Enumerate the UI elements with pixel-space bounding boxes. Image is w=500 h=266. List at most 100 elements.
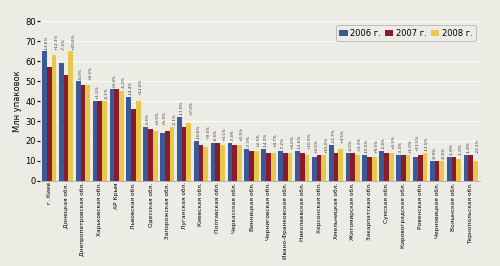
Text: +0.5%: +0.5%: [88, 66, 92, 80]
Bar: [262, 149, 266, 181]
Bar: [334, 153, 338, 181]
Bar: [355, 155, 360, 181]
Text: -7.4%: -7.4%: [230, 130, 234, 142]
Text: -6.2%: -6.2%: [122, 76, 126, 88]
Bar: [456, 159, 461, 181]
Text: +9.5%: +9.5%: [374, 139, 378, 153]
Bar: [401, 155, 406, 181]
Bar: [76, 81, 80, 181]
Bar: [434, 161, 440, 181]
Bar: [372, 157, 376, 181]
Text: +2.5%: +2.5%: [256, 134, 260, 147]
Bar: [144, 127, 148, 181]
Bar: [406, 155, 410, 181]
Bar: [300, 153, 304, 181]
Text: -7.5%: -7.5%: [62, 38, 66, 50]
Bar: [440, 161, 444, 181]
Text: +3.1%: +3.1%: [223, 128, 227, 142]
Bar: [228, 143, 232, 181]
Bar: [464, 155, 468, 181]
Text: -13.6%: -13.6%: [45, 35, 49, 50]
Text: +5.3%: +5.3%: [163, 111, 167, 126]
Text: -3.6%: -3.6%: [146, 114, 150, 126]
Text: +15.0%: +15.0%: [324, 137, 328, 153]
Text: +0.5%: +0.5%: [240, 127, 244, 142]
Bar: [220, 145, 225, 181]
Bar: [418, 155, 422, 181]
Bar: [93, 101, 98, 181]
Text: -15.6%: -15.6%: [298, 135, 302, 149]
Text: +2.5%: +2.5%: [392, 135, 396, 149]
Text: +10.5%: +10.5%: [307, 133, 311, 149]
Bar: [198, 145, 203, 181]
Bar: [86, 85, 90, 181]
Bar: [237, 145, 242, 181]
Text: +13.5%: +13.5%: [416, 135, 420, 151]
Bar: [254, 151, 258, 181]
Text: +4.5%: +4.5%: [341, 130, 345, 143]
Text: -1.0%: -1.0%: [459, 144, 463, 155]
Text: -4.0%: -4.0%: [78, 68, 82, 80]
Text: -14.4%: -14.4%: [129, 81, 133, 95]
Text: +12.0%: +12.0%: [138, 79, 142, 95]
Bar: [64, 75, 68, 181]
Bar: [59, 63, 64, 181]
Bar: [312, 157, 316, 181]
Bar: [186, 123, 191, 181]
Bar: [42, 51, 47, 181]
Bar: [148, 129, 153, 181]
Text: -1.8%: -1.8%: [450, 144, 454, 155]
Text: -7.3%: -7.3%: [247, 135, 251, 147]
Bar: [182, 127, 186, 181]
Bar: [211, 143, 216, 181]
Bar: [110, 89, 114, 181]
Text: -17.0%: -17.0%: [180, 101, 184, 115]
Bar: [160, 133, 165, 181]
Bar: [304, 155, 309, 181]
Bar: [295, 151, 300, 181]
Bar: [288, 153, 292, 181]
Bar: [232, 145, 237, 181]
Text: -0.5%: -0.5%: [442, 147, 446, 159]
Bar: [322, 155, 326, 181]
Text: -5.1%: -5.1%: [105, 88, 109, 99]
Bar: [350, 153, 355, 181]
Text: +4.5%: +4.5%: [314, 140, 318, 153]
Bar: [452, 157, 456, 181]
Bar: [283, 153, 288, 181]
Legend: 2006 г., 2007 г., 2008 г.: 2006 г., 2007 г., 2008 г.: [336, 26, 476, 41]
Text: -1.8%: -1.8%: [466, 142, 470, 153]
Text: -0.5%: -0.5%: [214, 130, 218, 142]
Text: -22.7%: -22.7%: [332, 129, 336, 143]
Text: -10.6%: -10.6%: [196, 125, 200, 139]
Text: -4.0%: -4.0%: [348, 140, 352, 151]
Text: -14.2%: -14.2%: [264, 133, 268, 147]
Bar: [204, 147, 208, 181]
Bar: [384, 153, 389, 181]
Bar: [102, 101, 107, 181]
Text: -13.5%: -13.5%: [425, 137, 429, 151]
Bar: [271, 153, 276, 181]
Bar: [266, 153, 271, 181]
Text: -22.1%: -22.1%: [476, 139, 480, 153]
Bar: [316, 155, 322, 181]
Bar: [413, 157, 418, 181]
Bar: [80, 85, 86, 181]
Text: +12.3%: +12.3%: [54, 33, 58, 50]
Y-axis label: Млн упаковок: Млн упаковок: [14, 70, 22, 132]
Bar: [249, 151, 254, 181]
Bar: [68, 51, 73, 181]
Bar: [244, 149, 249, 181]
Text: +7.0%: +7.0%: [189, 102, 193, 115]
Bar: [380, 151, 384, 181]
Bar: [346, 153, 350, 181]
Bar: [170, 127, 174, 181]
Bar: [177, 117, 182, 181]
Bar: [338, 149, 343, 181]
Bar: [216, 143, 220, 181]
Bar: [389, 153, 394, 181]
Text: +1.5%: +1.5%: [96, 86, 100, 99]
Bar: [136, 101, 140, 181]
Text: -7.2%: -7.2%: [281, 138, 285, 149]
Text: -3.3%: -3.3%: [399, 142, 403, 153]
